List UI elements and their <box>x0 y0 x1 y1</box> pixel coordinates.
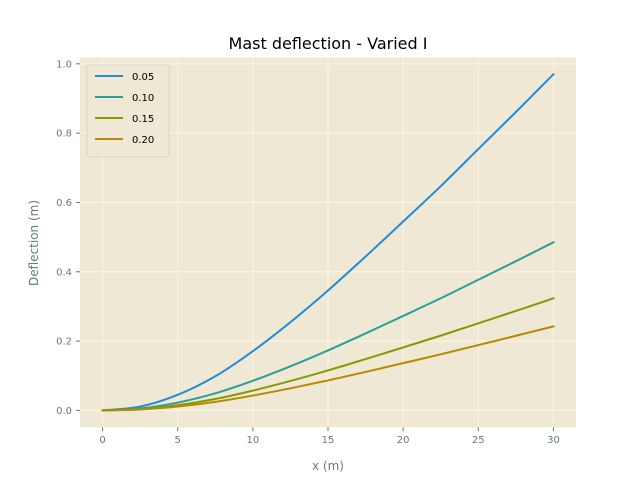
x-tick-label: 0 <box>99 435 105 446</box>
x-tick-label: 20 <box>397 435 410 446</box>
series-line-0.05 <box>101 72 555 412</box>
y-tick-label: 0.0 <box>56 406 72 417</box>
chart-title: Mast deflection - Varied I <box>229 34 428 53</box>
series-line-0.15 <box>101 297 555 412</box>
legend: 0.05 0.10 0.15 0.20 <box>86 64 170 158</box>
legend-label: 0.10 <box>132 93 154 104</box>
ticks: 0 5 10 15 20 25 30 0.0 0.2 0.4 0.6 0.8 1.0 <box>56 59 560 446</box>
y-tick-label: 0.4 <box>56 267 72 278</box>
x-axis-label: x (m) <box>312 459 344 473</box>
y-tick-label: 0.6 <box>56 198 72 209</box>
legend-box <box>86 64 170 158</box>
y-axis-label: Deflection (m) <box>27 200 41 286</box>
x-tick-label: 30 <box>547 435 560 446</box>
series-lines <box>101 72 555 412</box>
legend-label: 0.15 <box>132 114 154 125</box>
legend-label: 0.05 <box>132 72 154 83</box>
legend-label: 0.20 <box>132 135 154 146</box>
x-tick-label: 10 <box>246 435 259 446</box>
x-tick-label: 15 <box>322 435 335 446</box>
series-line-0.10 <box>101 240 555 412</box>
series-line-0.20 <box>101 325 555 412</box>
y-tick-label: 0.2 <box>56 337 72 348</box>
x-tick-label: 5 <box>175 435 181 446</box>
y-tick-label: 0.8 <box>56 129 72 140</box>
x-tick-label: 25 <box>472 435 485 446</box>
y-tick-label: 1.0 <box>56 59 72 70</box>
